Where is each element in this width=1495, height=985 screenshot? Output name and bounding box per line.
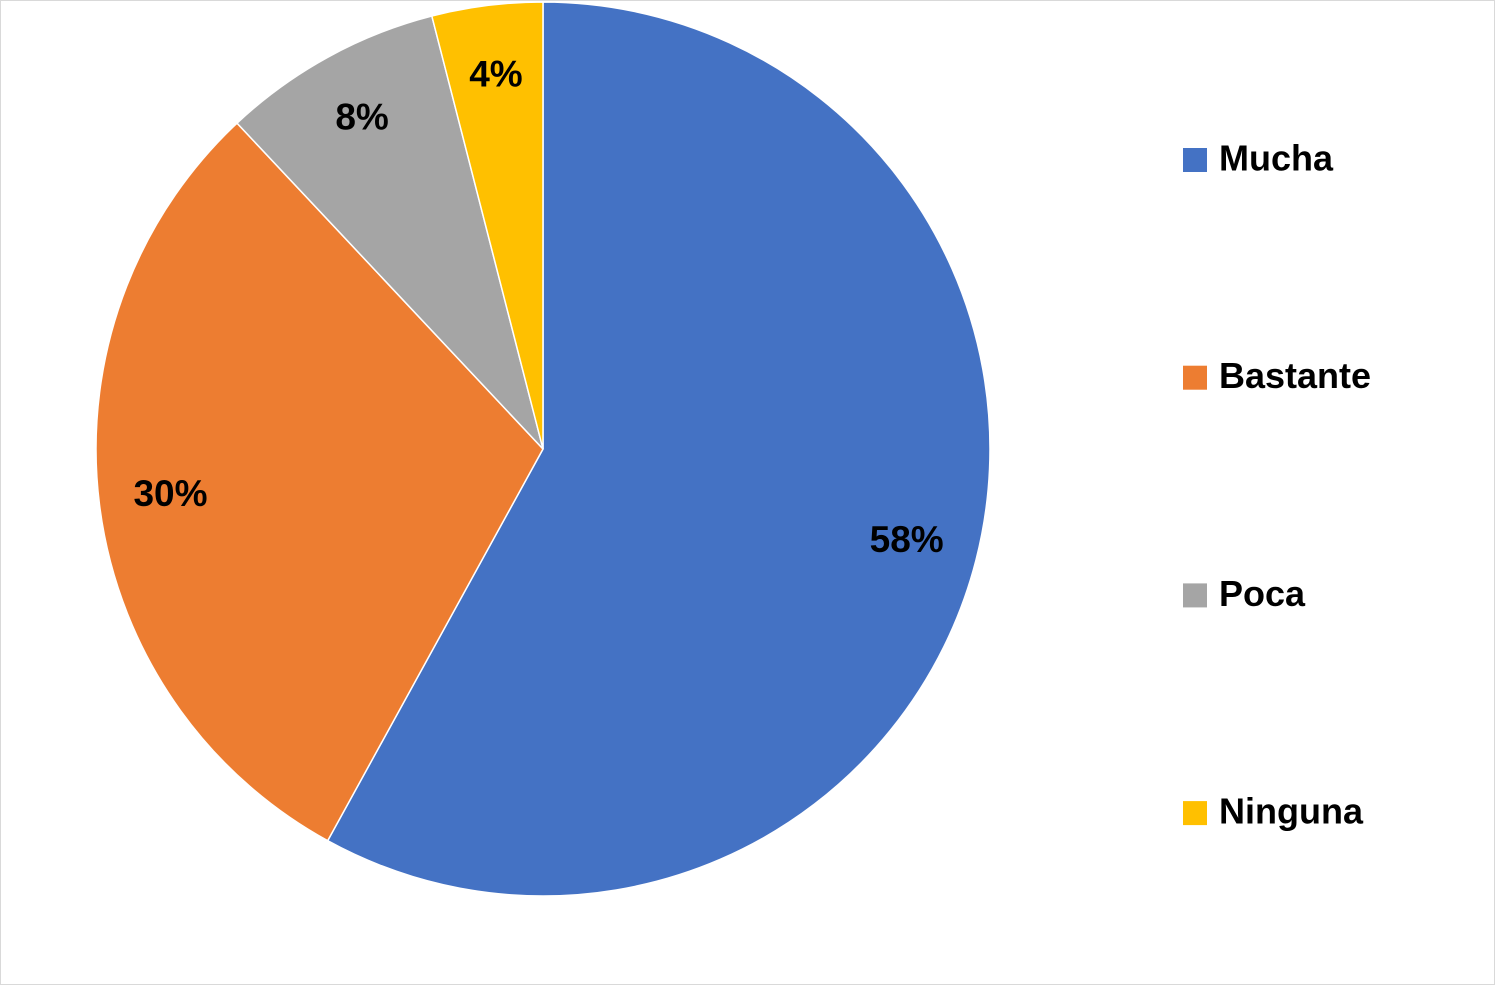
legend-swatch	[1183, 583, 1207, 608]
legend-label: Ninguna	[1219, 791, 1364, 832]
pie-slice	[95, 122, 544, 842]
data-label: 30%	[133, 473, 207, 514]
legend-swatch	[1183, 148, 1207, 172]
data-label: 58%	[870, 519, 944, 560]
legend-label: Mucha	[1219, 138, 1334, 179]
legend-swatch	[1183, 365, 1207, 390]
pie-slice	[326, 1, 991, 897]
data-label: 4%	[469, 53, 522, 94]
pie-slice	[430, 1, 544, 450]
pie-slice	[235, 15, 544, 450]
data-label: 8%	[335, 97, 388, 138]
legend-label: Bastante	[1219, 355, 1371, 396]
legend-label: Poca	[1219, 573, 1306, 614]
legend-swatch	[1183, 801, 1207, 826]
